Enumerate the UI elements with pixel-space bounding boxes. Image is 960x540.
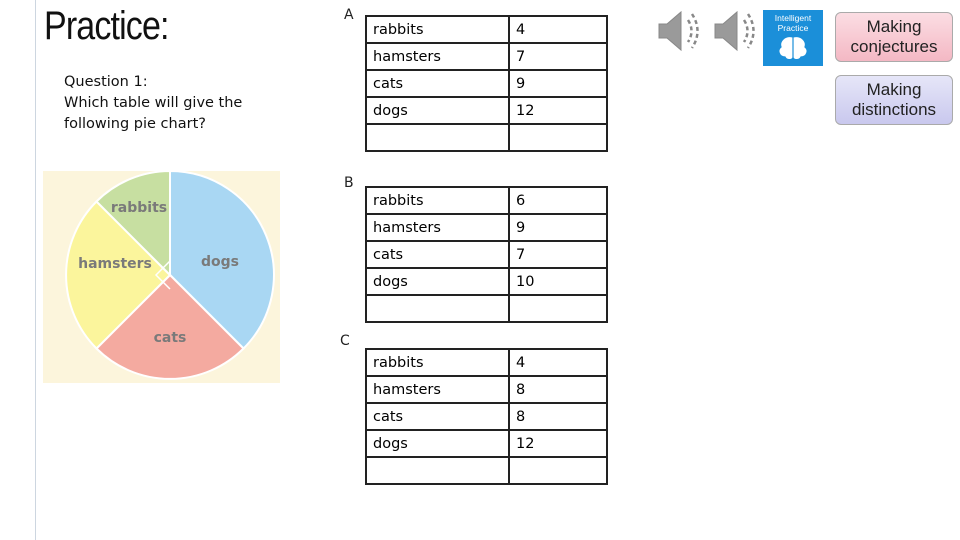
table-row xyxy=(365,456,608,485)
table-cell: rabbits xyxy=(365,186,510,215)
table-cell: hamsters xyxy=(365,213,510,242)
table-cell: dogs xyxy=(365,96,510,125)
data-table: rabbits 4 hamsters 8 cats 8 dogs 12 xyxy=(365,348,608,485)
table-cell xyxy=(365,123,510,152)
table-label: B xyxy=(344,175,354,191)
table-cell: rabbits xyxy=(365,348,510,377)
question: Question 1: Which table will give the fo… xyxy=(64,72,264,135)
table-label: A xyxy=(344,7,354,23)
slide-title: Practice: xyxy=(44,4,169,48)
table-row: cats 9 xyxy=(365,69,608,98)
table-row: dogs 12 xyxy=(365,96,608,125)
speaker-icons xyxy=(658,10,755,52)
table-cell: cats xyxy=(365,402,510,431)
table-cell xyxy=(365,294,510,323)
pie-image: rabbits hamsters dogs cats xyxy=(43,171,280,383)
table-row: hamsters 9 xyxy=(365,213,608,242)
table-cell: rabbits xyxy=(365,15,510,44)
table-row: rabbits 6 xyxy=(365,186,608,215)
table-row: dogs 12 xyxy=(365,429,608,458)
table-row: hamsters 8 xyxy=(365,375,608,404)
table-cell: 7 xyxy=(508,240,608,269)
table-cell: 12 xyxy=(508,429,608,458)
pie-label: hamsters xyxy=(78,256,152,272)
table-cell: 9 xyxy=(508,69,608,98)
table-cell: cats xyxy=(365,240,510,269)
table-cell: cats xyxy=(365,69,510,98)
pie-label: rabbits xyxy=(111,200,167,216)
logo-text: Intelligent Practice xyxy=(774,13,812,33)
table-cell xyxy=(508,294,608,323)
table-cell: hamsters xyxy=(365,375,510,404)
table-row: hamsters 7 xyxy=(365,42,608,71)
brain-icon xyxy=(778,36,808,61)
table-cell: 10 xyxy=(508,267,608,296)
table-cell xyxy=(365,456,510,485)
logo: Intelligent Practice xyxy=(763,10,823,66)
table-cell: 8 xyxy=(508,375,608,404)
table-cell xyxy=(508,123,608,152)
question-number: Question 1: xyxy=(64,74,148,90)
pie-slice xyxy=(95,171,171,278)
table-row: cats 8 xyxy=(365,402,608,431)
pie-label: dogs xyxy=(201,254,239,270)
table-cell xyxy=(508,456,608,485)
table-row: cats 7 xyxy=(365,240,608,269)
pie-slice xyxy=(169,171,275,350)
pie-label: cats xyxy=(154,330,187,346)
table-row: rabbits 4 xyxy=(365,348,608,377)
button[interactable]: Making conjectures xyxy=(835,12,953,62)
right-angle-mark xyxy=(154,260,171,290)
question-text: Which table will give the following pie … xyxy=(64,95,243,132)
table-cell: hamsters xyxy=(365,42,510,71)
table-cell: 4 xyxy=(508,348,608,377)
table-cell: dogs xyxy=(365,267,510,296)
pie-slice xyxy=(95,273,245,380)
data-table: rabbits 6 hamsters 9 cats 7 dogs 10 xyxy=(365,186,608,323)
table-row xyxy=(365,294,608,323)
margin-line xyxy=(35,0,36,540)
data-table: rabbits 4 hamsters 7 cats 9 dogs 12 xyxy=(365,15,608,152)
table-row: dogs 10 xyxy=(365,267,608,296)
table-row: rabbits 4 xyxy=(365,15,608,44)
table-cell: dogs xyxy=(365,429,510,458)
table-cell: 6 xyxy=(508,186,608,215)
pie-slice xyxy=(65,200,172,350)
table-label: C xyxy=(340,333,350,349)
table-row xyxy=(365,123,608,152)
button[interactable]: Making distinctions xyxy=(835,75,953,125)
table-cell: 4 xyxy=(508,15,608,44)
table-cell: 7 xyxy=(508,42,608,71)
table-cell: 9 xyxy=(508,213,608,242)
table-cell: 8 xyxy=(508,402,608,431)
table-cell: 12 xyxy=(508,96,608,125)
